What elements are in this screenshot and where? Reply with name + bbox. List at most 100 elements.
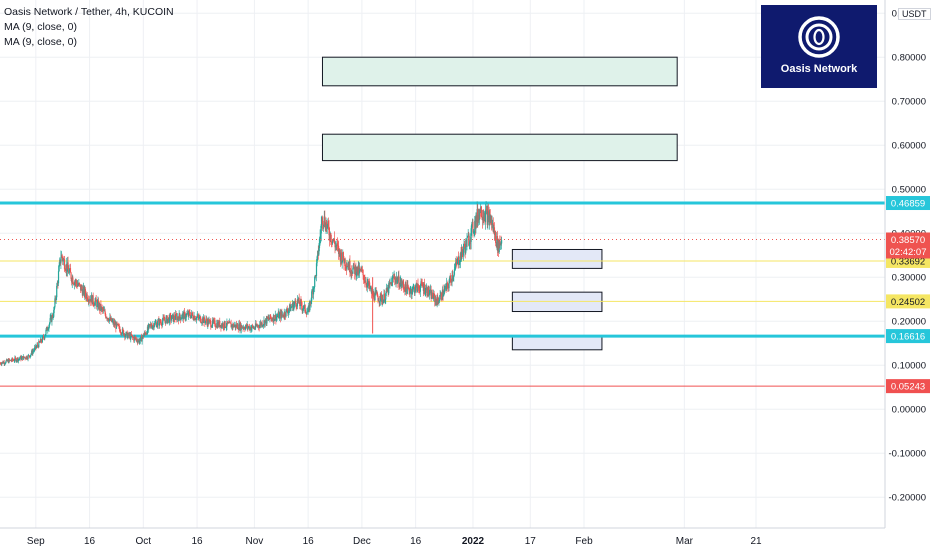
candle-body: [498, 241, 500, 253]
candle-body: [384, 299, 386, 302]
candle-body: [425, 288, 427, 293]
candle-body: [377, 296, 379, 301]
candle-body: [380, 295, 383, 302]
candle-body: [92, 295, 94, 304]
candle-body: [439, 294, 441, 300]
candle-body: [179, 316, 181, 320]
candle-body: [373, 292, 375, 300]
candle-body: [309, 301, 311, 310]
candle-body: [188, 311, 190, 313]
candle-body: [398, 275, 400, 288]
candle-body: [420, 281, 423, 283]
candle-body: [334, 242, 336, 248]
candle-body: [88, 299, 90, 302]
candle-body: [13, 360, 15, 362]
candle-body: [259, 324, 261, 328]
candle-body: [81, 286, 83, 290]
candle-body: [137, 340, 139, 343]
candle-body: [161, 321, 164, 326]
candle-body: [15, 358, 17, 362]
candle-body: [94, 301, 96, 306]
candle-body: [233, 325, 235, 328]
candle-body: [438, 299, 441, 301]
candle-body: [414, 290, 416, 294]
candle-body: [87, 299, 89, 301]
candle-body: [206, 319, 208, 322]
ma-indicator-1[interactable]: MA (9, close, 0): [4, 21, 77, 33]
candle-body: [262, 324, 264, 326]
candle-body: [406, 284, 408, 294]
candle-body: [26, 356, 28, 359]
candle-body: [252, 325, 254, 327]
candle-body: [341, 260, 343, 264]
candle-body: [96, 301, 98, 308]
candle-body: [168, 314, 171, 323]
candle-body: [426, 287, 428, 295]
candle-body: [33, 350, 35, 352]
candle-body: [48, 322, 51, 326]
candle-body: [180, 318, 183, 319]
time-tick-label: Nov: [245, 536, 263, 547]
candle-body: [103, 309, 105, 311]
candle-body: [336, 243, 338, 246]
candle-body: [101, 307, 103, 309]
candle-body: [223, 327, 225, 329]
candle-body: [437, 297, 439, 301]
candle-body: [176, 316, 178, 321]
candle-body: [261, 322, 263, 327]
candle-body: [266, 316, 269, 319]
candle-body: [420, 281, 422, 287]
candle-body: [184, 312, 186, 319]
candle-body: [49, 318, 51, 323]
candle-body: [375, 291, 377, 293]
candle-body: [296, 299, 298, 307]
candle-body: [23, 356, 25, 358]
candle-body: [478, 209, 481, 220]
candle-body: [395, 279, 397, 283]
candle-body: [143, 332, 146, 336]
candle-body: [332, 240, 334, 244]
candle-body: [429, 289, 431, 294]
time-tick-label: 16: [192, 536, 204, 547]
candle-body: [3, 361, 5, 364]
candle-body: [287, 311, 290, 314]
candle-body: [306, 312, 308, 315]
time-tick-label: Oct: [136, 536, 152, 547]
candle-body: [125, 332, 127, 336]
candle-body: [486, 208, 488, 211]
currency-label[interactable]: USDT: [898, 8, 931, 20]
candle-body: [68, 270, 70, 274]
time-tick-label: 16: [410, 536, 422, 547]
candle-body: [158, 319, 161, 326]
candle-body: [196, 316, 198, 318]
candle-body: [170, 318, 172, 321]
candle-body: [407, 284, 409, 288]
candle-body: [191, 312, 193, 315]
candle-body: [344, 258, 346, 266]
candle-body: [102, 308, 104, 311]
ma-indicator-2[interactable]: MA (9, close, 0): [4, 36, 77, 48]
candle-body: [409, 291, 411, 294]
candle-body: [269, 314, 272, 319]
candle-body: [337, 245, 339, 247]
candle-body: [120, 332, 122, 335]
candle-body: [61, 254, 63, 259]
candle-body: [4, 363, 6, 365]
candle-body: [250, 328, 253, 331]
candle-body: [177, 316, 179, 319]
candle-body: [189, 312, 191, 316]
candle-body: [349, 260, 351, 273]
candle-body: [278, 314, 281, 319]
candle-body: [333, 238, 336, 243]
candle-body: [133, 337, 135, 341]
candle-body: [416, 283, 419, 292]
price-tick-label: 0.50000: [892, 185, 926, 196]
candle-body: [111, 321, 113, 323]
candle-body: [127, 334, 129, 339]
candle-body: [405, 282, 407, 289]
candle-body: [455, 262, 457, 264]
candle-body: [484, 210, 487, 223]
time-tick-label: 16: [303, 536, 315, 547]
level-price-label: 0.16616: [891, 332, 925, 343]
candle-body: [311, 291, 313, 301]
